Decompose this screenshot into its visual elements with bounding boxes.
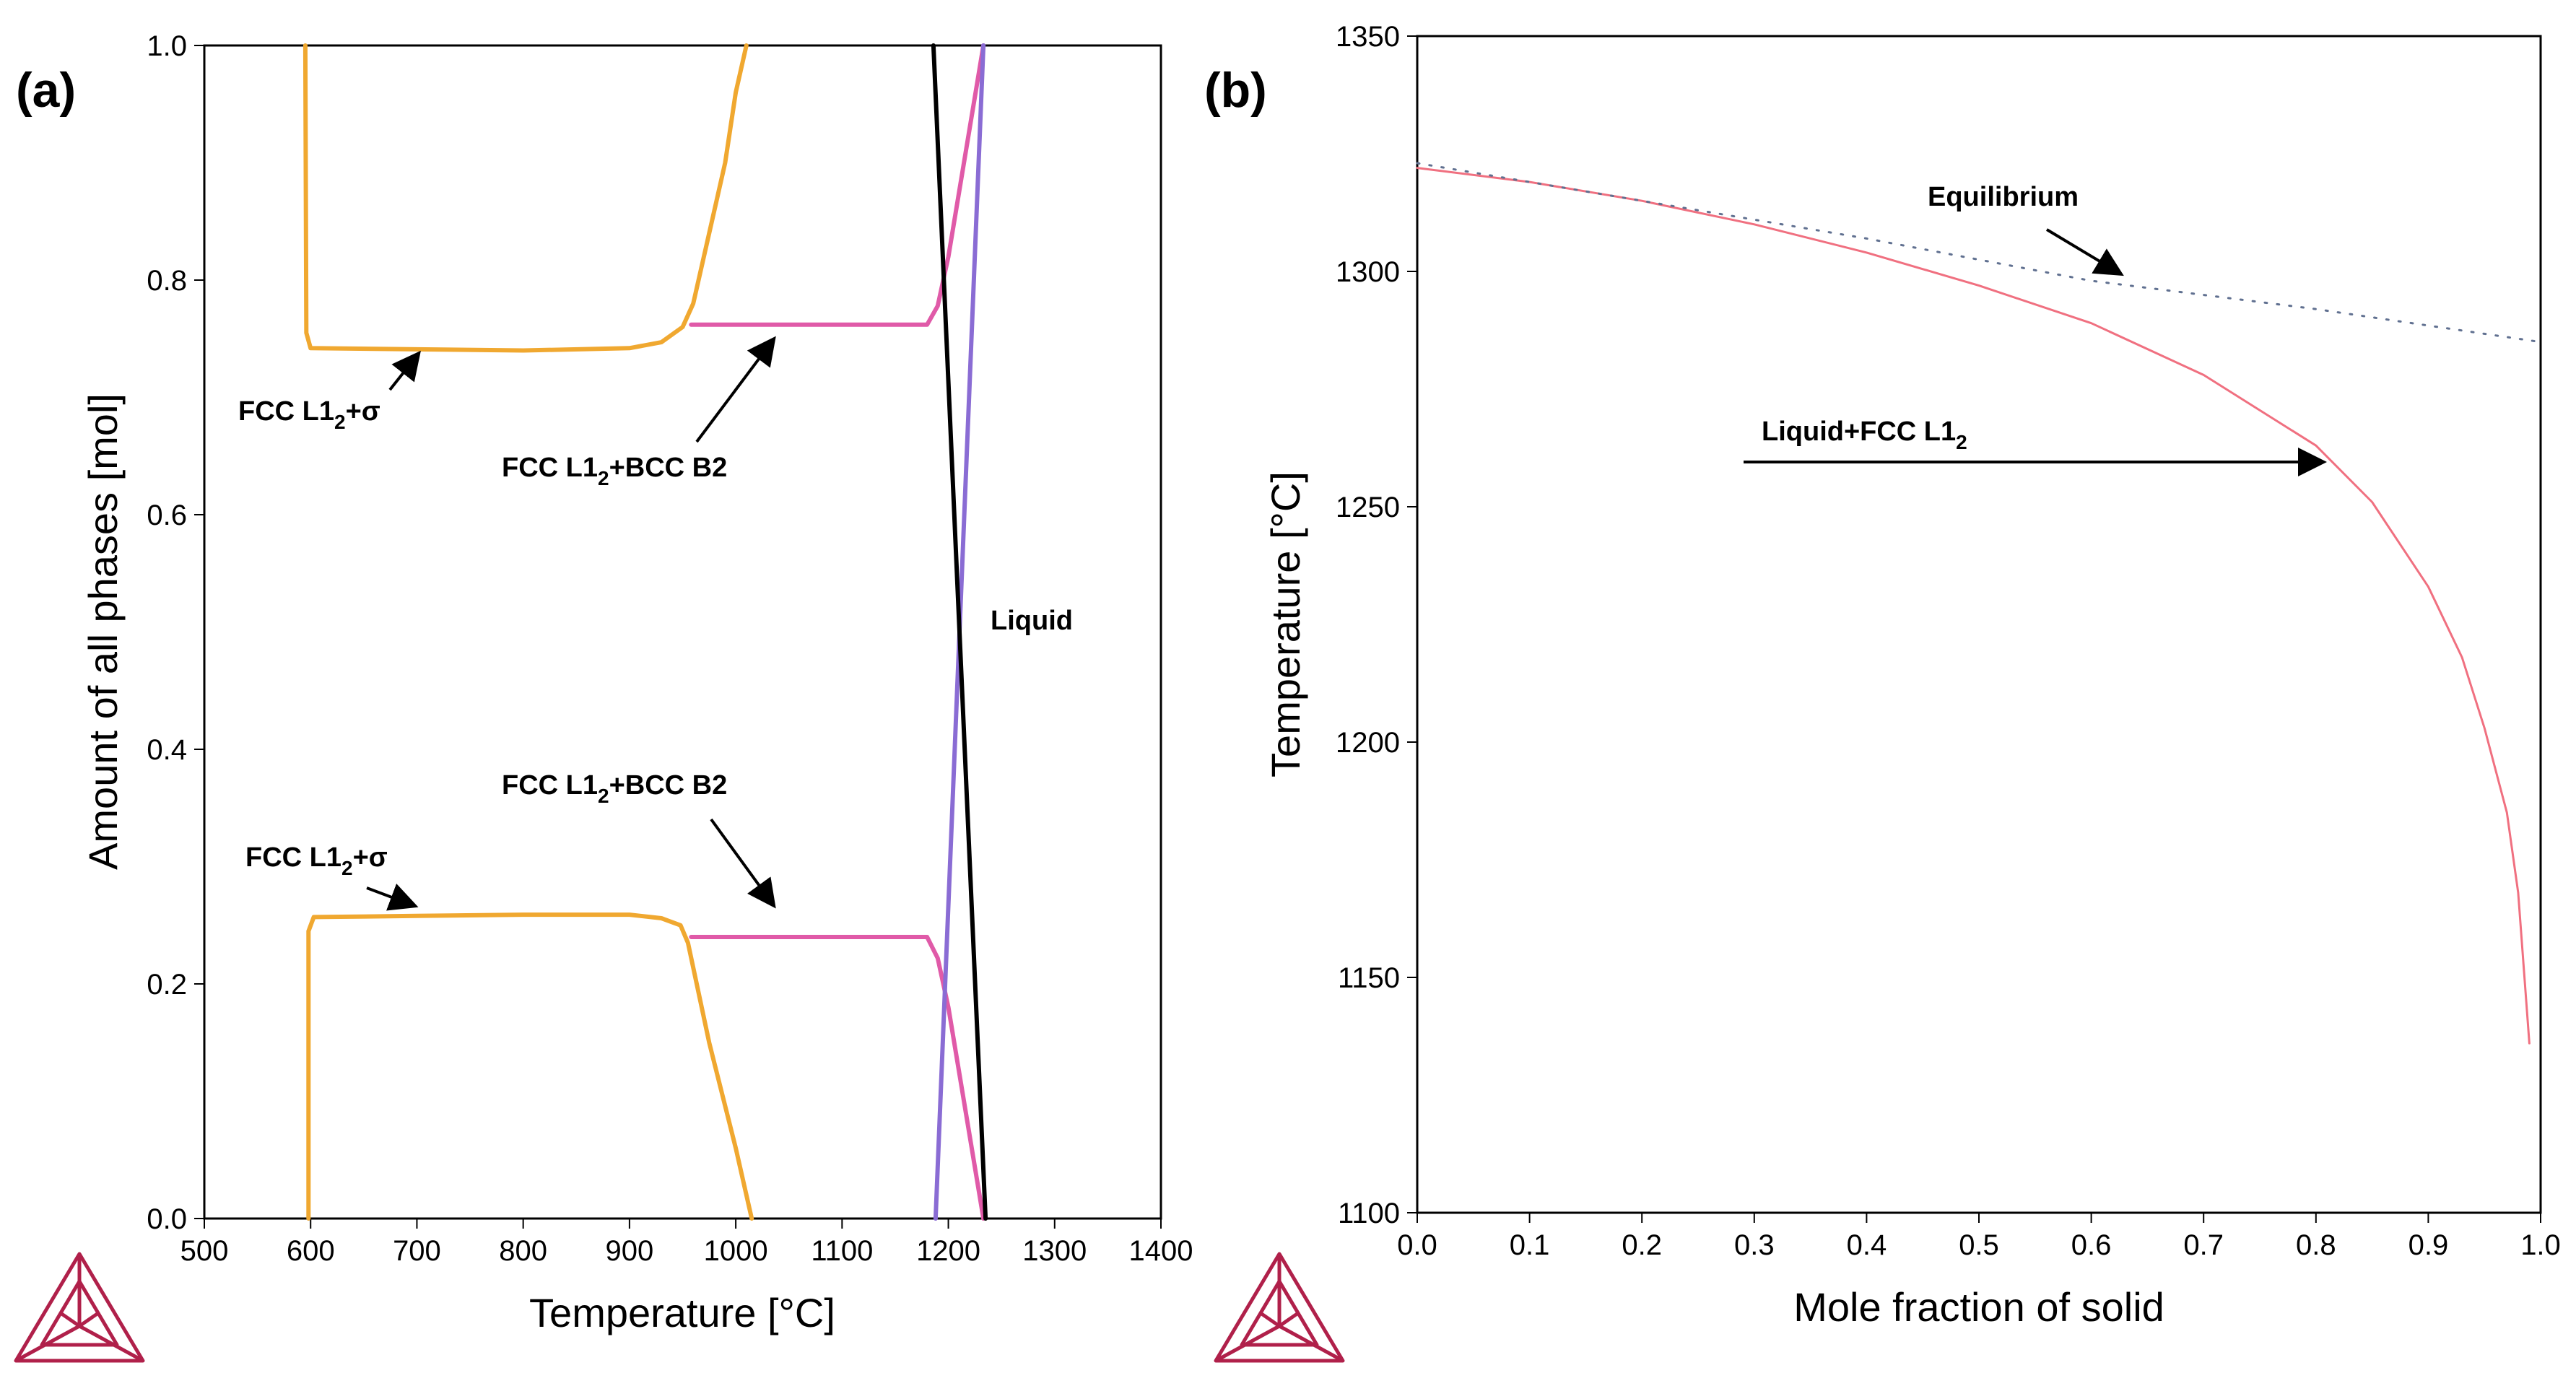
panel-a-label: (a) (16, 63, 76, 118)
panel-a-series (303, 43, 988, 1221)
panel-b-xtick-label: 0.0 (1397, 1229, 1437, 1261)
panel-a-ytick-label: 0.4 (147, 734, 187, 766)
panel-a-series-line (931, 43, 988, 1221)
panel-a-xtick-label: 600 (287, 1235, 335, 1267)
panel-a-ytick-label: 1.0 (147, 30, 187, 62)
panel-b-ylabel: Temperature [°C] (1263, 471, 1308, 777)
arrow-fcc-bcc-lower (710, 818, 776, 909)
panel-a-series-line (689, 43, 986, 327)
panel-b-ytick-label: 1350 (1336, 21, 1400, 53)
panel-a-xtick-label: 1000 (704, 1235, 768, 1267)
thermo-calc-logo-icon (1214, 1252, 1345, 1363)
panel-a-ytick-label: 0.2 (147, 969, 187, 1001)
panel-a: (a) 500 600 700 800 900 1000 1100 1200 1300 1400 0… (14, 30, 1193, 1363)
panel-b-ytick-label: 1100 (1338, 1198, 1400, 1229)
panel-b-xtick-label: 0.3 (1734, 1229, 1775, 1261)
panel-a-xtick-label: 1400 (1129, 1235, 1193, 1267)
panel-a-xlabel: Temperature [°C] (529, 1290, 835, 1335)
annotation-fcc-bcc-upper: FCC L12+BCC B2 (502, 453, 727, 489)
panel-b-xtick-label: 1.0 (2520, 1229, 2561, 1261)
panel-b-xtick-label: 0.9 (2409, 1229, 2449, 1261)
annotation-fcc-bcc-lower: FCC L12+BCC B2 (502, 770, 727, 807)
panel-a-ytick-label: 0.0 (147, 1203, 187, 1235)
panel-a-ytick-label: 0.8 (147, 265, 187, 297)
arrow-fcc-sigma-lower (366, 884, 419, 911)
panel-b-xtick-label: 0.2 (1622, 1229, 1662, 1261)
panel-a-axes: 500 600 700 800 900 1000 1100 1200 1300 1400 0.0 0.… (147, 30, 1193, 1267)
panel-a-frame (203, 44, 1162, 1220)
panel-b-xtick-label: 0.4 (1847, 1229, 1887, 1261)
panel-b-xtick-label: 0.8 (2296, 1229, 2336, 1261)
arrow-fcc-bcc-upper (695, 336, 776, 443)
panel-b-xtick-label: 0.6 (2071, 1229, 2112, 1261)
panel-a-xtick-label: 900 (606, 1235, 654, 1267)
arrow-fcc-sigma-upper (388, 350, 421, 391)
panel-b-ytick-label: 1200 (1336, 727, 1400, 759)
panel-a-xtick-label: 1100 (811, 1235, 873, 1267)
annotation-liquid-fcc: Liquid+FCC L12 (1762, 417, 1967, 453)
panel-a-series-line (303, 43, 749, 353)
panel-b-xtick-label: 0.1 (1510, 1229, 1550, 1261)
panel-b-series-line (1416, 167, 2531, 1045)
panel-b-label: (b) (1204, 63, 1267, 118)
panel-a-xtick-label: 800 (499, 1235, 547, 1267)
panel-b-axes: 0.0 0.1 0.2 0.3 0.4 0.5 0.6 0.7 0.8 0.9 1.0 1100 115… (1336, 21, 2561, 1261)
annotation-fcc-sigma-upper: FCC L12+σ (238, 396, 380, 433)
panel-a-xtick-label: 500 (180, 1235, 229, 1267)
panel-a-xtick-label: 1300 (1022, 1235, 1087, 1267)
panel-b-ytick-label: 1300 (1336, 256, 1400, 288)
panel-b: (b) 0.0 0.1 0.2 0.3 0.4 0.5 0.6 0.7 0.8 0.9 1.0 110… (1204, 21, 2561, 1363)
panel-a-xtick-label: 700 (393, 1235, 441, 1267)
panel-a-ylabel: Amount of all phases [mol] (80, 393, 126, 870)
panel-b-frame (1416, 35, 2542, 1214)
panel-a-series-line (689, 935, 986, 1221)
panel-a-ytick-label: 0.6 (147, 500, 187, 531)
annotation-liquid: Liquid (991, 606, 1073, 636)
annotation-equilibrium: Equilibrium (1928, 182, 2079, 212)
panel-a-series-line (306, 912, 754, 1221)
panel-b-series (1416, 162, 2542, 1045)
arrow-equilibrium (2045, 228, 2124, 276)
panel-b-xtick-label: 0.5 (1959, 1229, 1999, 1261)
panel-b-ytick-label: 1250 (1336, 492, 1400, 523)
annotation-fcc-sigma-lower: FCC L12+σ (245, 842, 388, 879)
panel-a-xtick-label: 1200 (916, 1235, 980, 1267)
panel-b-xlabel: Mole fraction of solid (1793, 1284, 2164, 1330)
panel-b-xtick-label: 0.7 (2183, 1229, 2224, 1261)
panel-b-ytick-label: 1150 (1338, 962, 1400, 994)
thermo-calc-logo-icon (14, 1252, 145, 1363)
